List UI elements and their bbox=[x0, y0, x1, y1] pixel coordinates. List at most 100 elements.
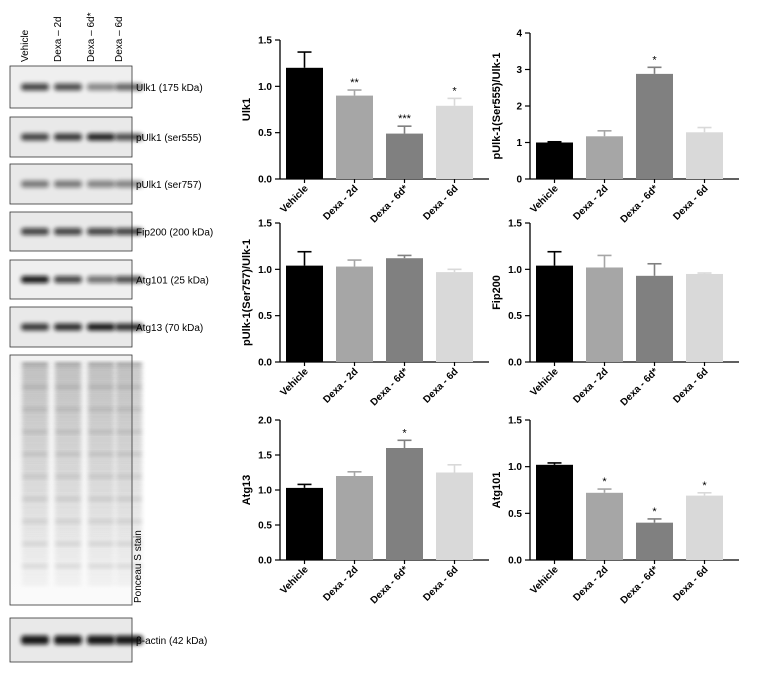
bar-chart: 0.0 0.5 1.0 1.5 Atg101 Vehicle * Dexa - 2d * Dexa… bbox=[491, 416, 739, 606]
ponceau-band bbox=[22, 463, 48, 467]
x-tick-label: Dexa - 2d bbox=[321, 366, 360, 405]
ponceau-band bbox=[22, 430, 48, 434]
significance-marker: * bbox=[702, 480, 707, 492]
blot-band bbox=[87, 180, 115, 188]
blot-band bbox=[115, 323, 143, 331]
x-tick-label: Vehicle bbox=[528, 366, 560, 398]
blot-band bbox=[21, 83, 49, 91]
ponceau-band bbox=[116, 514, 142, 518]
blot-label: Atg13 (70 kDa) bbox=[136, 323, 203, 334]
x-tick-label: Dexa - 2d bbox=[571, 183, 610, 222]
ponceau-band bbox=[55, 396, 81, 400]
blot-band bbox=[87, 83, 115, 91]
bar bbox=[586, 267, 623, 362]
x-tick-label: Dexa - 6d* bbox=[619, 183, 661, 225]
ponceau-band bbox=[116, 570, 142, 574]
ponceau-band bbox=[116, 396, 142, 400]
ponceau-band bbox=[116, 441, 142, 445]
y-tick-label: 1 bbox=[516, 138, 522, 149]
ponceau-band bbox=[116, 435, 142, 439]
bar bbox=[436, 272, 473, 362]
ponceau-band bbox=[116, 447, 142, 451]
x-tick-label: Dexa - 6d bbox=[421, 366, 460, 405]
blot-panel: β-actin (42 kDa) bbox=[9, 617, 207, 663]
ponceau-band bbox=[88, 514, 114, 518]
ponceau-band bbox=[116, 363, 142, 367]
ponceau-band bbox=[22, 368, 48, 372]
ponceau-band bbox=[55, 447, 81, 451]
blot-band bbox=[21, 228, 49, 235]
bar bbox=[686, 132, 723, 179]
y-tick-label: 1.5 bbox=[508, 416, 522, 427]
blot-panel: pUlk1 (ser757) bbox=[9, 163, 202, 205]
ponceau-band bbox=[22, 435, 48, 439]
x-tick-label: Vehicle bbox=[528, 564, 560, 596]
ponceau-band bbox=[116, 564, 142, 568]
ponceau-band bbox=[55, 491, 81, 495]
ponceau-band bbox=[55, 458, 81, 462]
ponceau-band bbox=[116, 402, 142, 406]
ponceau-band bbox=[88, 407, 114, 411]
y-axis-label: pUlk-1(Ser757)/Ulk-1 bbox=[241, 239, 253, 346]
ponceau-band bbox=[116, 531, 142, 535]
bar bbox=[686, 273, 723, 362]
ponceau-band bbox=[88, 441, 114, 445]
ponceau-band bbox=[55, 407, 81, 411]
ponceau-band bbox=[55, 531, 81, 535]
ponceau-band bbox=[22, 452, 48, 456]
ponceau-band bbox=[22, 424, 48, 428]
y-tick-label: 1.0 bbox=[258, 486, 272, 497]
y-tick-label: 0.0 bbox=[508, 556, 522, 567]
x-tick-label: Vehicle bbox=[278, 564, 310, 596]
ponceau-band bbox=[88, 469, 114, 473]
x-tick-label: Dexa - 6d* bbox=[369, 183, 411, 225]
y-tick-label: 0.5 bbox=[258, 521, 272, 532]
blot-band bbox=[115, 276, 143, 283]
western-blot-panel: Vehicle Dexa – 2d Dexa – 6d* Dexa – 6d Ulk1 … bbox=[9, 12, 213, 663]
bar bbox=[436, 472, 473, 560]
ponceau-band bbox=[55, 391, 81, 395]
ponceau-band bbox=[88, 463, 114, 467]
ponceau-band bbox=[88, 536, 114, 540]
blot-band bbox=[54, 635, 82, 645]
significance-marker: * bbox=[452, 85, 457, 97]
ponceau-band bbox=[88, 542, 114, 546]
ponceau-band bbox=[22, 441, 48, 445]
y-tick-label: 0.5 bbox=[258, 311, 272, 322]
y-tick-label: 0.0 bbox=[258, 358, 272, 369]
ponceau-band bbox=[55, 514, 81, 518]
ponceau-band bbox=[55, 363, 81, 367]
x-tick-label: Dexa - 6d bbox=[421, 183, 460, 222]
ponceau-band bbox=[88, 419, 114, 423]
ponceau-band bbox=[22, 407, 48, 411]
ponceau-band bbox=[55, 413, 81, 417]
bar bbox=[636, 73, 673, 179]
ponceau-band bbox=[55, 435, 81, 439]
x-tick-label: Dexa - 6d bbox=[671, 183, 710, 222]
ponceau-band bbox=[55, 519, 81, 523]
ponceau-band bbox=[88, 379, 114, 383]
y-tick-label: 0.5 bbox=[508, 311, 522, 322]
ponceau-band bbox=[88, 424, 114, 428]
ponceau-band bbox=[55, 419, 81, 423]
ponceau-band bbox=[116, 463, 142, 467]
ponceau-band bbox=[22, 503, 48, 507]
ponceau-band bbox=[88, 368, 114, 372]
y-axis-label: Atg13 bbox=[241, 475, 253, 506]
y-tick-label: 0.0 bbox=[258, 556, 272, 567]
blot-band bbox=[21, 276, 49, 283]
bar bbox=[586, 136, 623, 179]
ponceau-band bbox=[116, 553, 142, 557]
blot-label: Ulk1 (175 kDa) bbox=[136, 83, 203, 94]
ponceau-band bbox=[116, 424, 142, 428]
ponceau-band bbox=[88, 430, 114, 434]
x-tick-label: Dexa - 2d bbox=[571, 564, 610, 603]
ponceau-band bbox=[116, 575, 142, 579]
significance-marker: * bbox=[652, 506, 657, 518]
ponceau-band bbox=[55, 581, 81, 585]
ponceau-band bbox=[88, 531, 114, 535]
ponceau-band bbox=[116, 491, 142, 495]
ponceau-band bbox=[22, 491, 48, 495]
ponceau-band bbox=[88, 581, 114, 585]
